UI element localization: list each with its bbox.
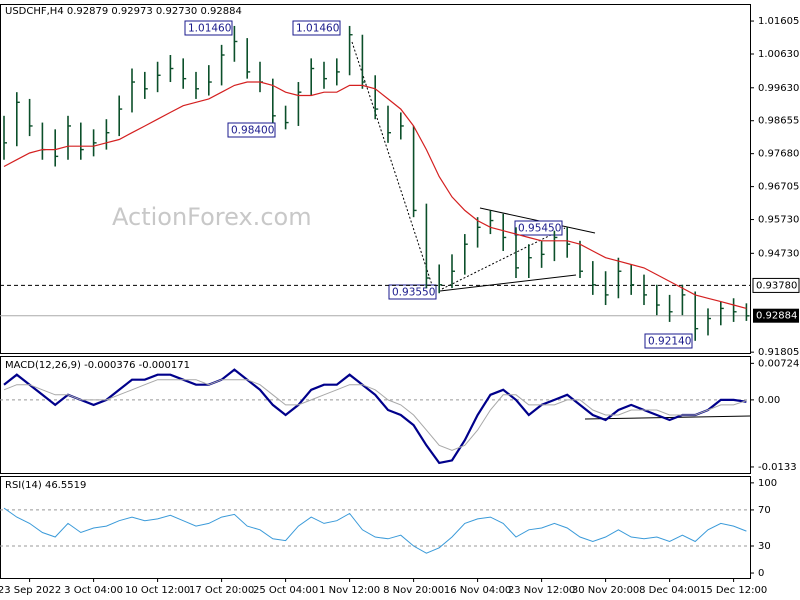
annotation-label: 0.92140 [648,336,691,348]
panel-content: 100 70 30 0 23 Sep 2022 3 Oct 04:00 10 Oct 12:… [0,478,777,596]
y-tick-label: -0.0133 [758,462,797,473]
macd-title: MACD(12,26,9) -0.000376 -0.000171 [5,360,190,371]
y-tick-label: 0.95730 [758,215,799,226]
y-tick-label: 0.96705 [758,182,799,193]
annotation: 1.01460 [184,20,233,36]
annotation-label: 0.93550 [392,287,435,299]
annotation: 0.93550 [388,284,437,300]
y-tick-label: 0.98655 [758,116,799,127]
annotation-label: 1.01460 [296,23,339,35]
y-tick-label: 1.01605 [758,16,799,27]
x-tick-label: 17 Oct 20:00 [189,585,254,596]
last-price-box [753,308,799,323]
trendline [439,274,577,292]
x-tick-label: 8 Dec 04:00 [639,585,700,596]
x-tick-label: 15 Dec 12:00 [700,585,767,596]
chart-title: USDCHF,H4 0.92879 0.92973 0.92730 0.9288… [5,6,242,17]
watermark: ActionForex.com [112,203,312,231]
y-tick-label: 1.00630 [758,49,799,60]
series-line [3,368,747,465]
y-tick-label: 30 [758,541,771,552]
y-tick-label: 70 [758,505,771,516]
y-tick-label: 100 [758,478,777,489]
level-label-box [752,277,800,293]
x-tick-label: 1 Nov 12:00 [319,585,380,596]
x-tick-label: 25 Oct 04:00 [253,585,318,596]
x-tick-label: 30 Nov 20:00 [572,585,639,596]
series-line [3,81,747,309]
y-tick-label: 0 [758,568,764,579]
annotation: 0.92140 [644,333,693,349]
annotation: 0.98400 [227,122,276,138]
annotation-label: 0.98400 [231,125,274,137]
y-tick-label: 0.97680 [758,149,799,160]
y-tick-label: 0.94730 [758,248,799,259]
rsi-title: RSI(14) 46.5519 [5,480,86,491]
y-tick-label: 0.99630 [758,83,799,94]
panel-content: 1.01605 1.00630 0.99630 0.98655 0.97680 0.967… [0,16,800,358]
x-tick-label: 10 Oct 12:00 [125,585,190,596]
panel-content: 0.00724 0.00 -0.0133 [0,358,799,473]
price-panel [0,4,751,354]
y-tick-label: 0.91805 [758,347,799,358]
series-line [3,379,747,451]
x-tick-label: 23 Sep 2022 [0,585,61,596]
annotation-label: 0.95450 [518,223,561,235]
annotation: 0.95450 [514,220,563,236]
annotation-label: 1.01460 [188,23,231,35]
trendline [584,415,751,420]
trendline [351,41,433,286]
x-tick-label: 8 Nov 20:00 [383,585,444,596]
rsi-panel [0,476,751,579]
x-tick-label: 16 Nov 04:00 [444,585,511,596]
y-tick-label: 0.00 [758,395,780,406]
series-line [3,507,747,554]
trendline [441,227,566,290]
x-tick-label: 3 Oct 04:00 [64,585,123,596]
x-tick-label: 23 Nov 12:00 [508,585,575,596]
last-price-label: 0.92884 [756,311,797,322]
annotation: 1.01460 [292,20,341,36]
trendlines [351,41,751,420]
level-label: 0.93780 [756,280,797,291]
macd-panel [0,356,751,474]
y-tick-label: 0.00724 [758,358,799,369]
